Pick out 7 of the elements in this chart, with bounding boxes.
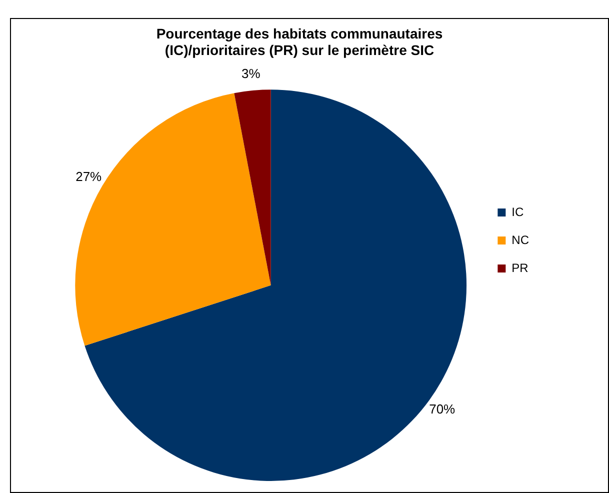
legend-label: IC — [512, 204, 524, 219]
legend-label: PR — [512, 260, 529, 275]
data-label: 3% — [242, 66, 261, 82]
chart-title: Pourcentage des habitats communautaires (IC)/prioritaires (PR) sur le perimètre SIC — [156, 25, 443, 58]
legend-label: NC — [512, 232, 530, 247]
data-label: 27% — [76, 169, 102, 184]
data-label: 70% — [429, 401, 456, 416]
